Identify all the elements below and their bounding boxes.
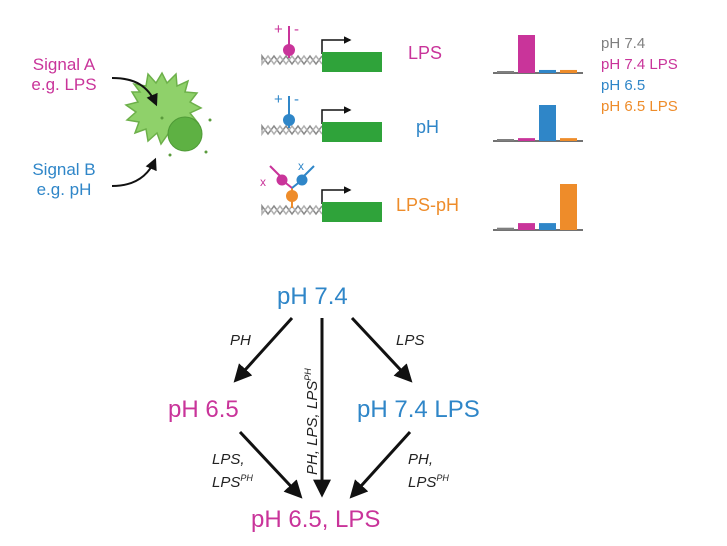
minus-sign: - [294,21,299,38]
edge-label-center: PH, LPS, LPSPH [303,368,321,475]
dna-strand-icon [261,124,323,137]
bar [518,223,535,230]
node-right: pH 7.4 LPS [357,396,480,423]
legend-item-ph65: pH 6.5 [601,77,646,94]
sensor-head-icon [286,190,298,202]
edge-label-center-text: PH, LPS, LPS [304,380,321,475]
promoter-arrow-icon [321,36,352,54]
arrow-left-bottom [238,430,303,499]
edge-label-right-bottom-line1: PH, [408,451,434,468]
bar [497,227,514,230]
signal-b-arrow [111,157,157,187]
bar [539,105,556,141]
edge-label-right-bottom-line2: LPS [408,474,437,491]
bar [518,35,535,73]
construct-label-lps: LPS [408,43,443,63]
construct-2: xx [260,159,382,222]
legend-item-ph65-lps: pH 6.5 LPS [601,98,678,115]
construct-label-lps-ph: LPS-pH [396,195,460,215]
edge-label-left-bottom-line1: LPS, [212,451,245,468]
sensor-head-icon [276,174,288,186]
signal-a-arrow [111,77,158,107]
signal-a-line1: Signal A [32,55,96,74]
arrow-right-bottom [349,430,412,499]
edge-label-left-bottom-line2: LPS [212,474,241,491]
bar [518,138,535,141]
node-left: pH 6.5 [168,396,239,423]
signal-b-line1: Signal B [32,160,96,179]
node-top: pH 7.4 [277,283,348,310]
signal-b-label: Signal B e.g. pH [8,160,120,200]
signal-a-line2: e.g. LPS [31,75,97,94]
bar [560,184,577,230]
dna-strand-icon [261,204,323,217]
edge-label-top-left: PH [230,332,251,349]
sensor-head-icon [283,114,295,126]
bar [497,139,514,141]
signal-ligand-icon [269,165,281,177]
edge-label-left-bottom: LPS, LPSPH [212,450,253,492]
signal-b-line2: e.g. pH [36,180,92,199]
construct-label-ph: pH [416,117,440,137]
gene-block [322,202,382,222]
legend: pH 7.4 pH 7.4 LPS pH 6.5 pH 6.5 LPS [601,33,678,117]
bar [539,223,556,230]
construct-0: + - [261,21,382,72]
macrophage-cell-icon [124,71,212,157]
sensor-head-icon [296,174,308,186]
bar [497,71,514,73]
bar [560,138,577,141]
edge-label-top-right: LPS [396,332,425,349]
signal-ligand-icon [303,165,315,177]
edge-label-right-bottom-sup: PH [436,473,449,483]
legend-item-ph74: pH 7.4 [601,35,646,52]
plus-sign: + [274,21,283,38]
minus-sign: - [294,91,299,108]
arrow-top-left [233,316,294,383]
edge-label-left-bottom-sup: PH [240,473,253,483]
legend-item-ph74-lps: pH 7.4 LPS [601,56,678,73]
bar [560,69,577,73]
bar [539,69,556,73]
cross-mark: x [298,159,304,173]
cross-mark: x [260,175,266,189]
node-bottom: pH 6.5, LPS [251,506,381,533]
construct-1: + - [261,91,382,142]
promoter-arrow-icon [321,186,352,204]
sensor-head-icon [283,44,295,56]
signal-a-label: Signal A e.g. LPS [8,55,120,95]
arrow-top-right [350,316,413,383]
plus-sign: + [274,91,283,108]
gene-block [322,122,382,142]
gene-block [322,52,382,72]
promoter-arrow-icon [321,106,352,124]
dna-strand-icon [261,54,323,67]
edge-label-right-bottom: PH, LPSPH [408,450,449,492]
edge-label-center-sup: PH [303,368,313,381]
